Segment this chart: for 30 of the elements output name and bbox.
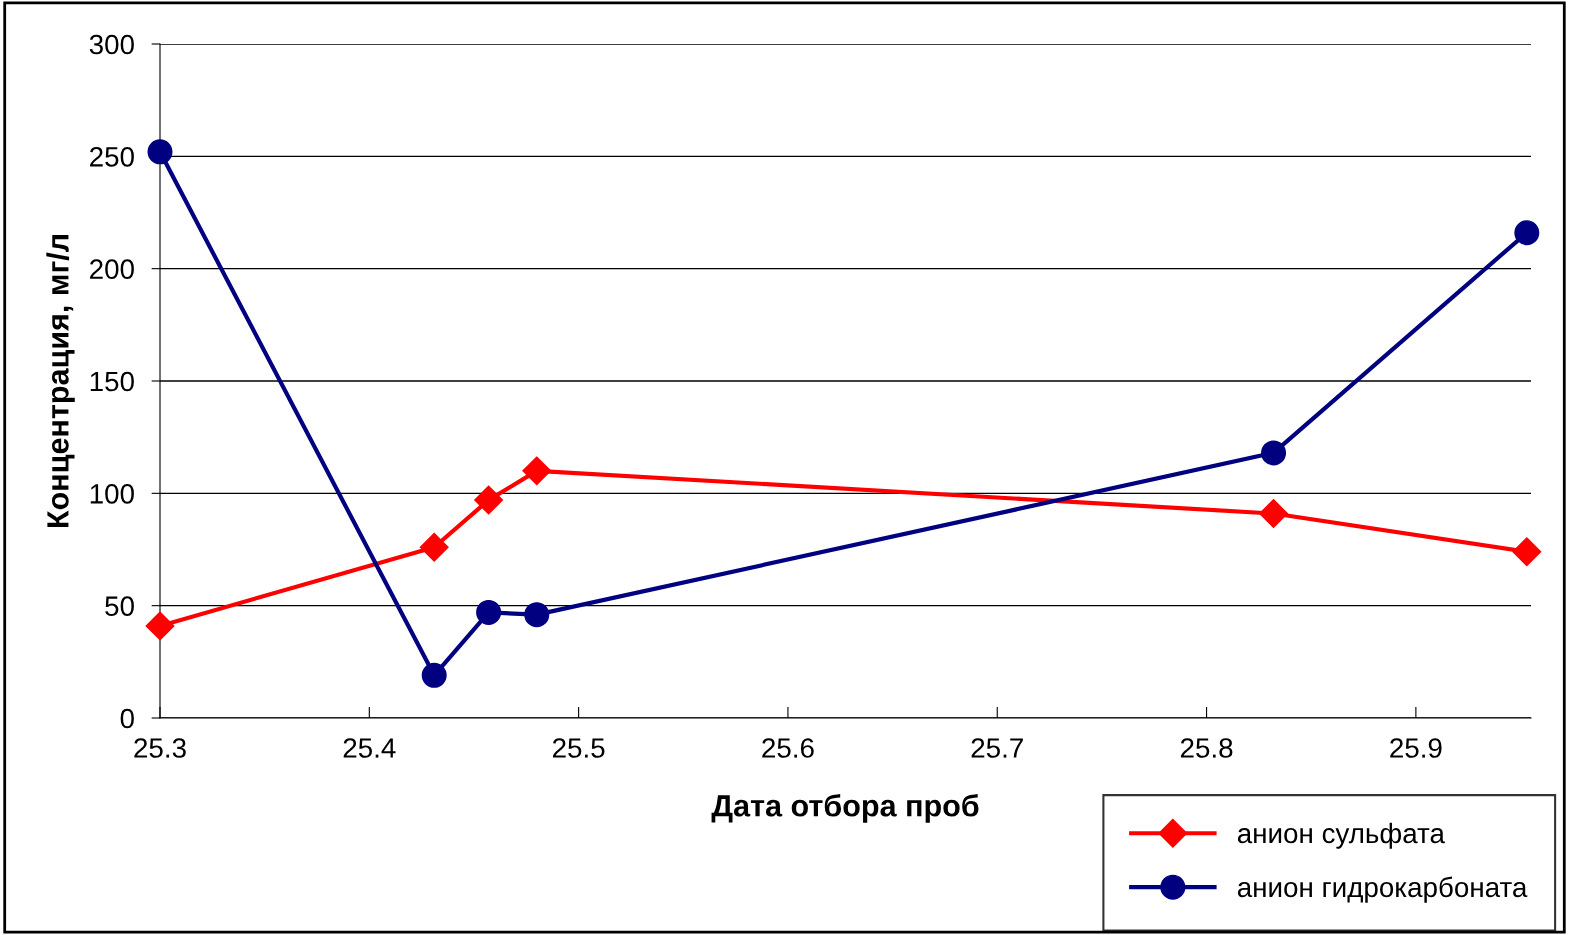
legend-label: анион гидрокарбоната — [1237, 876, 1528, 903]
y-tick-label: 100 — [90, 484, 134, 504]
point — [145, 611, 175, 641]
y-tick-label: 200 — [90, 259, 134, 280]
x-tick-label: 25.4 — [343, 738, 396, 758]
y-tick-label: 250 — [90, 147, 134, 167]
point — [524, 602, 550, 628]
y-tick-label: 50 — [105, 596, 134, 617]
point — [421, 662, 447, 688]
point — [476, 599, 502, 625]
point — [1259, 499, 1288, 528]
x-axis-title: Дата отбора проб — [711, 793, 979, 823]
point — [1261, 440, 1287, 466]
point — [147, 139, 173, 165]
legend-label: анион сульфата — [1237, 822, 1445, 849]
y-axis-title: Концентрация, мг/л — [46, 235, 75, 528]
point — [1512, 537, 1542, 567]
point — [419, 532, 449, 562]
y-tick-label: 300 — [89, 34, 134, 55]
x-tick-label: 25.5 — [552, 738, 605, 758]
point — [474, 485, 504, 515]
y-tick-label: 150 — [90, 371, 134, 392]
point — [522, 456, 552, 486]
x-tick-label: 25.9 — [1390, 738, 1442, 758]
x-tick-label: 25.6 — [762, 738, 814, 758]
x-tick-label: 25.7 — [971, 738, 1023, 758]
y-tick-label: 0 — [120, 708, 134, 729]
x-tick-label: 25.8 — [1180, 738, 1233, 758]
point — [1514, 220, 1540, 246]
x-tick-label: 25.3 — [134, 738, 186, 758]
